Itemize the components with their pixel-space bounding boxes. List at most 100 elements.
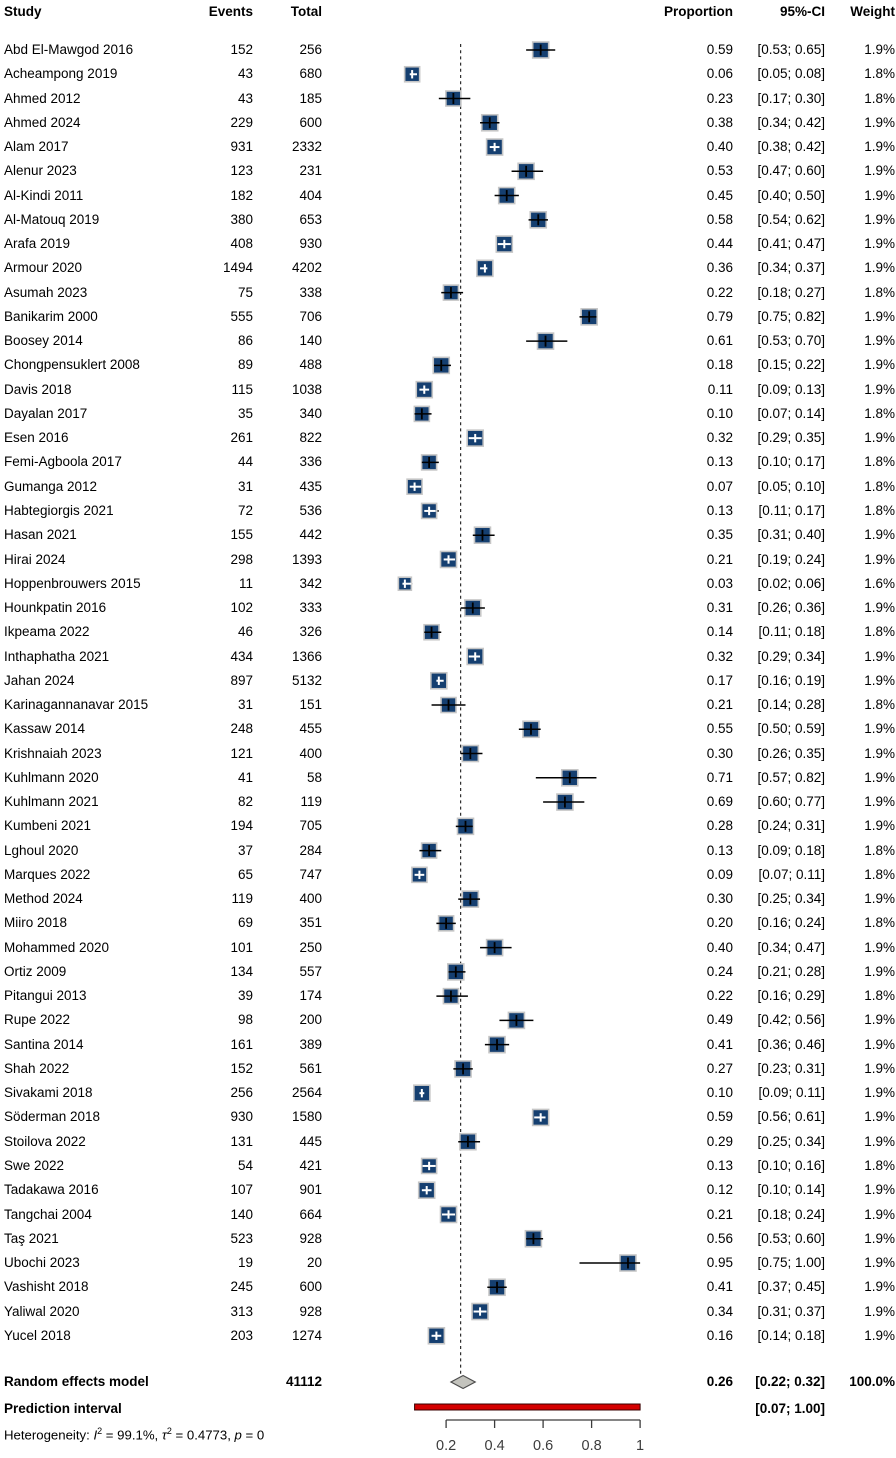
weight-value: 1.9% [864,527,895,543]
events-value: 86 [237,333,253,349]
effect-square [420,454,438,471]
effect-square [480,113,499,132]
study-name: Tangchai 2004 [4,1206,92,1222]
proportion-value: 0.32 [706,430,733,446]
x-axis-tick-label: 0.6 [533,1438,553,1454]
i-squared-sup: 2 [97,1426,103,1436]
proportion-value: 0.38 [706,114,733,130]
effect-square [471,1302,489,1321]
weight-value: 1.9% [864,672,895,688]
study-name: Inthaphatha 2021 [4,648,110,664]
effect-square [619,1254,637,1272]
i-squared-symbol: I [93,1427,98,1443]
proportion-value: 0.27 [706,1060,733,1076]
proportion-value: 0.13 [706,842,733,858]
ci-value: [0.34; 0.42] [757,114,825,130]
total-value: 705 [299,818,322,834]
ci-value: [0.54; 0.62] [757,211,825,227]
total-value: 284 [299,842,322,858]
effect-square [413,405,431,423]
i-squared-value: = 99.1%, [102,1427,162,1443]
study-name: Gumanga 2012 [4,478,98,494]
weight-value: 1.9% [864,114,895,130]
proportion-value: 0.28 [706,818,733,834]
events-value: 107 [230,1182,253,1198]
weight-value: 1.9% [864,1230,895,1246]
total-value: 256 [299,42,322,57]
study-name: Pitangui 2013 [4,988,87,1004]
total-value: 1393 [291,551,322,567]
weight-value: 1.9% [864,794,895,810]
proportion-value: 0.13 [706,1158,733,1173]
events-value: 256 [230,1085,253,1101]
weight-value: 1.9% [864,1182,895,1198]
weight-value: 1.9% [864,1036,895,1052]
effect-square [446,963,465,981]
study-name: Davis 2018 [4,381,72,397]
proportion-value: 0.53 [706,163,733,179]
weight-value: 1.9% [864,42,895,57]
total-value: 653 [299,211,322,227]
total-value: 680 [299,66,322,82]
events-value: 152 [230,42,253,57]
events-value: 931 [230,139,253,154]
total-value: 400 [299,745,322,761]
total-value: 351 [299,915,322,931]
study-name: Dayalan 2017 [4,405,88,421]
total-value: 822 [299,430,322,446]
weight-value: 1.8% [864,624,895,640]
weight-value: 1.9% [864,963,895,979]
ci-value: [0.16; 0.29] [757,988,825,1004]
proportion-value: 0.40 [706,939,733,955]
events-value: 930 [230,1109,253,1125]
ci-value: [0.50; 0.59] [757,721,825,737]
study-name: Kuhlmann 2021 [4,794,99,810]
proportion-value: 0.21 [706,1206,733,1222]
summary-total: 41112 [285,1374,322,1389]
proportion-value: 0.10 [706,1085,733,1101]
weight-value: 1.8% [864,697,895,712]
proportion-value: 0.09 [706,866,733,882]
effect-square [485,938,504,957]
proportion-value: 0.55 [706,721,733,737]
study-name: Ahmed 2012 [4,90,81,106]
total-value: 1580 [291,1109,322,1125]
events-value: 555 [230,308,253,324]
weight-value: 1.8% [864,284,895,300]
effect-square [423,623,440,641]
ci-value: [0.57; 0.82] [757,769,825,785]
events-value: 897 [230,672,253,688]
ci-value: [0.15; 0.22] [757,357,825,373]
weight-value: 1.9% [864,260,895,276]
proportion-value: 0.13 [706,502,733,518]
study-name: Mohammed 2020 [4,939,110,955]
proportion-value: 0.23 [706,90,733,106]
total-value: 600 [299,114,322,130]
ci-value: [0.37; 0.45] [757,1279,825,1295]
study-name: Jahan 2024 [4,672,75,688]
weight-value: 1.8% [864,842,895,858]
ci-value: [0.16; 0.19] [757,672,825,688]
p-symbol: p [234,1427,242,1443]
ci-value: [0.18; 0.27] [757,284,825,300]
ci-value: [0.18; 0.24] [757,1206,825,1222]
effect-square [430,671,448,690]
weight-value: 1.9% [864,381,895,397]
tau-squared-sup: 2 [166,1426,172,1436]
total-value: 706 [299,308,322,324]
ci-value: [0.14; 0.28] [757,697,825,712]
effect-square [476,259,494,278]
events-value: 37 [237,842,253,858]
study-name: Asumah 2023 [4,284,88,300]
effect-square [442,284,460,301]
events-value: 19 [237,1255,253,1270]
ci-value: [0.75; 1.00] [757,1255,825,1270]
events-value: 119 [231,891,253,907]
total-value: 174 [299,988,322,1004]
p-value: = 0 [241,1427,265,1443]
ci-value: [0.07; 0.11] [758,866,825,882]
ci-value: [0.09; 0.11] [758,1085,825,1101]
study-name: Ubochi 2023 [4,1255,80,1270]
ci-value: [0.47; 0.60] [757,163,825,179]
proportion-value: 0.41 [706,1279,733,1295]
